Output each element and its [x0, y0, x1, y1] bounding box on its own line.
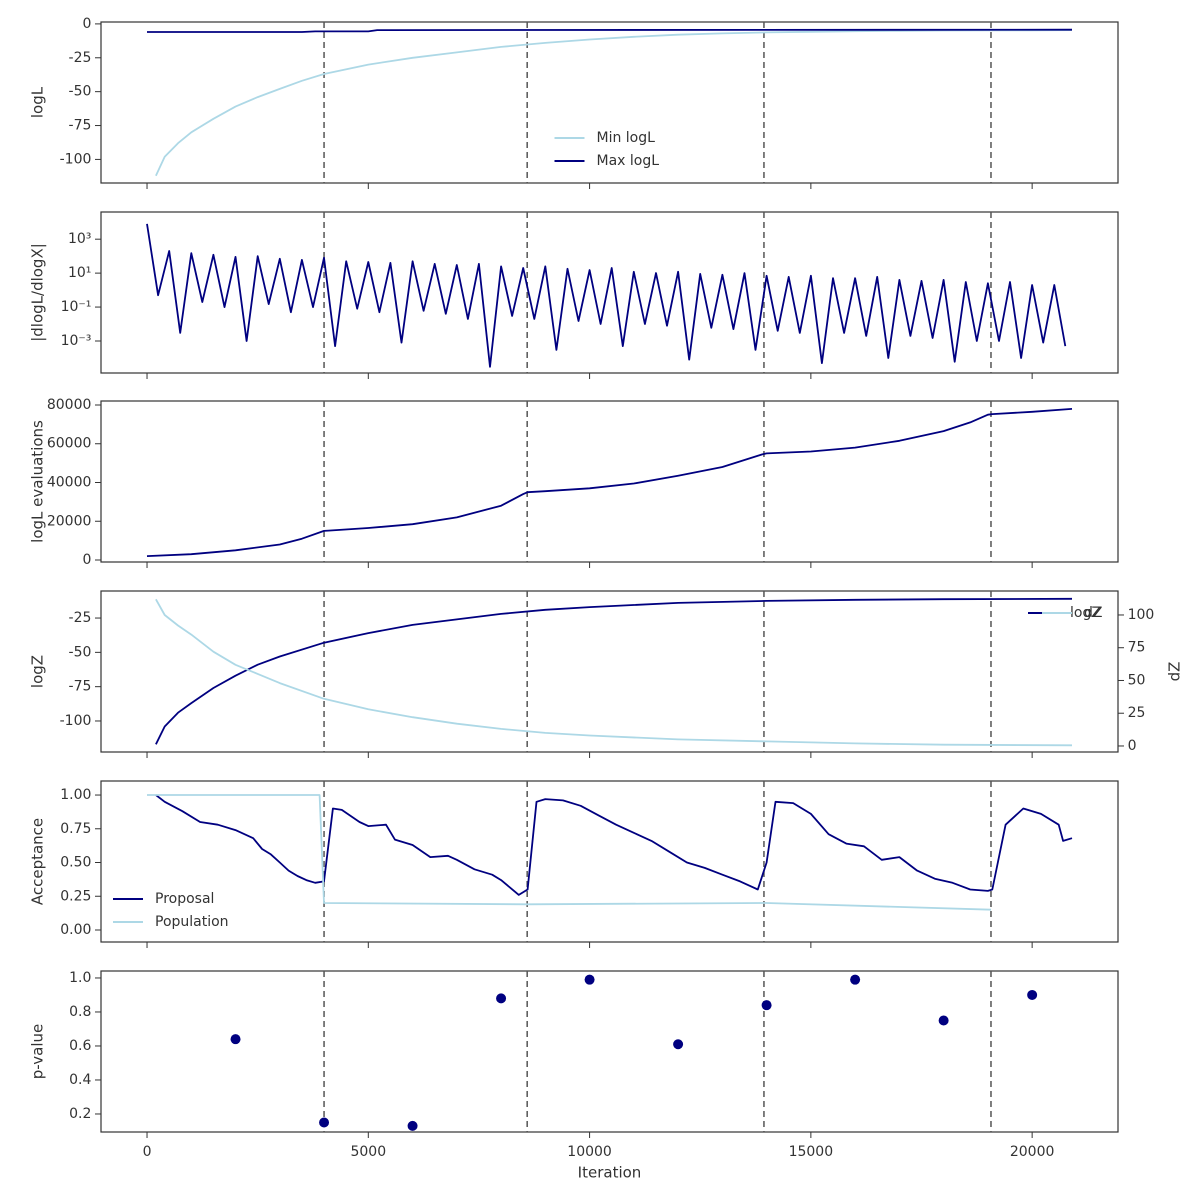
- y-axis-label: logZ: [29, 655, 47, 688]
- y-tick-label: 0.4: [69, 1072, 91, 1088]
- y-tick-label: 60000: [47, 436, 92, 452]
- y-tick-label: 0.2: [69, 1106, 91, 1122]
- y-tick-label: -75: [69, 118, 92, 134]
- point: [230, 1034, 241, 1045]
- point: [1027, 989, 1038, 1000]
- x-tick-label: 0: [143, 1144, 152, 1160]
- y-axis-label: logL: [29, 86, 47, 118]
- x-tick-label: 15000: [789, 1144, 834, 1160]
- line: [155, 794, 1073, 896]
- y-axis-label: p-value: [29, 1024, 47, 1080]
- plot-frame: [100, 970, 1119, 1133]
- y-tick-label: 1.00: [60, 787, 91, 803]
- y-tick-label: 50: [1128, 672, 1146, 688]
- y-tick-label: -75: [69, 679, 92, 695]
- y2-axis-label: dZ: [1166, 662, 1184, 682]
- legend-label: Max logL: [597, 153, 660, 169]
- plot-frame: [100, 400, 1119, 563]
- y-tick-label: 10¹: [68, 265, 91, 281]
- y-tick-label: 0.75: [60, 821, 91, 837]
- plot-frame: [100, 21, 1119, 184]
- y-tick-label: 10⁻¹: [61, 299, 92, 315]
- y-tick-label: -50: [69, 84, 92, 100]
- y-tick-label: -100: [60, 713, 92, 729]
- plot-frame: [100, 211, 1119, 374]
- y-tick-label: 100: [1128, 607, 1155, 623]
- line: [155, 29, 1073, 177]
- y-tick-label: 10³: [68, 231, 91, 247]
- y-axis-label: Acceptance: [29, 818, 47, 905]
- line: [146, 223, 1067, 368]
- x-axis-label: Iteration: [578, 1164, 642, 1182]
- y-tick-label: 0.50: [60, 855, 91, 871]
- y-tick-label: -25: [69, 50, 92, 66]
- point: [496, 993, 507, 1004]
- y-tick-label: 40000: [47, 474, 92, 490]
- y-tick-label: -100: [60, 151, 92, 167]
- point: [761, 1000, 772, 1011]
- point: [319, 1117, 330, 1128]
- y-tick-label: 0: [1128, 738, 1137, 754]
- point: [584, 974, 595, 985]
- y-tick-label: 0.6: [69, 1038, 91, 1054]
- y-tick-label: 0.00: [60, 922, 91, 938]
- legend-label: Population: [155, 914, 229, 930]
- y-axis-label: logL evaluations: [29, 420, 47, 543]
- y-tick-label: 80000: [47, 397, 92, 413]
- x-tick-label: 20000: [1010, 1144, 1055, 1160]
- y-tick-label: 0: [82, 16, 91, 32]
- legend-label: logZ: [1070, 605, 1101, 621]
- y-tick-label: 20000: [47, 513, 92, 529]
- line: [147, 794, 992, 911]
- y-tick-label: -25: [69, 610, 92, 626]
- x-tick-label: 10000: [567, 1144, 612, 1160]
- legend-label: Min logL: [597, 130, 656, 146]
- point: [850, 974, 861, 985]
- plot-frame: [100, 590, 1119, 753]
- y-tick-label: -50: [69, 644, 92, 660]
- y-tick-label: 75: [1128, 640, 1146, 656]
- line: [147, 28, 1073, 33]
- y-tick-label: 25: [1128, 705, 1146, 721]
- line: [155, 598, 1073, 747]
- point: [407, 1120, 418, 1131]
- y-axis-label: |dlogL/dlogX|: [29, 243, 47, 342]
- point: [673, 1039, 684, 1050]
- y-tick-label: 0.8: [69, 1004, 91, 1020]
- plot-frame: [100, 780, 1119, 943]
- y-tick-label: 1.0: [69, 970, 91, 986]
- y-tick-label: 10⁻³: [61, 333, 92, 349]
- x-tick-label: 5000: [350, 1144, 386, 1160]
- point: [938, 1015, 949, 1026]
- legend-label: Proposal: [155, 891, 214, 907]
- line: [155, 597, 1073, 745]
- y-tick-label: 0: [82, 552, 91, 568]
- legend-label: dZ: [1084, 605, 1102, 621]
- line: [146, 408, 1073, 557]
- y-tick-label: 0.25: [60, 888, 91, 904]
